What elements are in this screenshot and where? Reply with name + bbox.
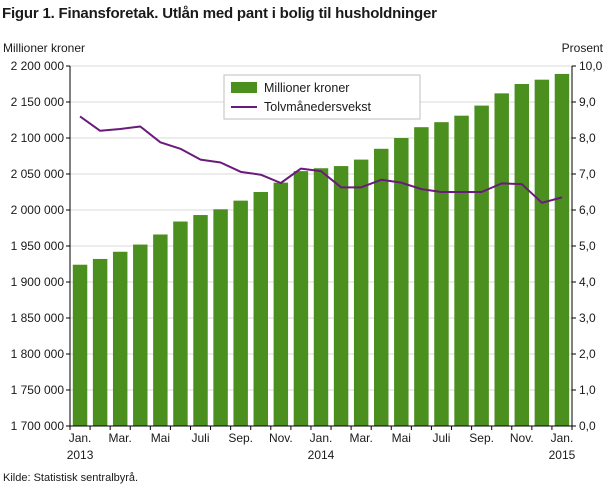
right-tick-label: 9,0: [579, 95, 596, 109]
bar: [133, 244, 148, 426]
right-tick-label: 2,0: [579, 347, 596, 361]
left-tick-label: 1 800 000: [11, 347, 65, 361]
bar: [394, 138, 409, 426]
x-tick-label: Mai: [392, 431, 411, 445]
x-tick-label: Jan.: [310, 431, 333, 445]
x-tick-label: Jan.: [69, 431, 92, 445]
bar: [474, 105, 489, 426]
chart-title: Figur 1. Finansforetak. Utlån med pant i…: [2, 5, 437, 22]
left-tick-label: 2 100 000: [11, 131, 65, 145]
left-axis-unit-label: Millioner kroner: [3, 41, 86, 55]
bar: [313, 168, 329, 427]
legend-swatch-bars: [231, 82, 257, 93]
left-tick-label: 2 050 000: [11, 167, 65, 181]
bar: [153, 234, 168, 426]
bar: [554, 73, 570, 427]
right-tick-label: 8,0: [579, 131, 596, 145]
bar: [353, 159, 369, 426]
right-axis-unit-label: Prosent: [561, 41, 603, 55]
bar: [253, 192, 268, 426]
x-tick-label: Mai: [151, 431, 170, 445]
left-tick-label: 1 750 000: [11, 383, 65, 397]
year-label: 2015: [549, 448, 576, 462]
bar: [72, 264, 88, 426]
bar: [233, 200, 248, 426]
bar: [534, 79, 550, 427]
x-tick-label: Sep.: [469, 431, 494, 445]
x-tick-label: Nov.: [510, 431, 534, 445]
bar: [514, 84, 530, 426]
bar: [374, 148, 389, 427]
x-tick-label: Jan.: [551, 431, 574, 445]
x-tick-label: Nov.: [269, 431, 293, 445]
bar: [193, 215, 208, 426]
left-tick-label: 2 150 000: [11, 95, 65, 109]
bar: [414, 127, 429, 426]
right-tick-label: 5,0: [579, 239, 596, 253]
left-tick-label: 2 000 000: [11, 203, 65, 217]
left-tick-label: 1 950 000: [11, 239, 65, 253]
right-tick-label: 4,0: [579, 275, 596, 289]
bar: [273, 182, 289, 426]
x-tick-label: Juli: [432, 431, 450, 445]
legend-label-line: Tolvmånedersvekst: [264, 100, 372, 114]
right-tick-label: 3,0: [579, 311, 596, 325]
right-tick-label: 0,0: [579, 419, 596, 433]
right-tick-label: 7,0: [579, 167, 596, 181]
bar: [454, 115, 469, 427]
year-label: 2014: [308, 448, 335, 462]
x-tick-label: Mar.: [349, 431, 372, 445]
bar: [333, 166, 349, 426]
right-tick-label: 6,0: [579, 203, 596, 217]
left-tick-label: 1 850 000: [11, 311, 65, 325]
bar: [112, 251, 128, 426]
legend-label-bars: Millioner kroner: [264, 81, 349, 95]
left-tick-label: 2 200 000: [11, 59, 65, 73]
year-label: 2013: [67, 448, 94, 462]
x-tick-label: Mar.: [109, 431, 132, 445]
left-tick-label: 1 900 000: [11, 275, 65, 289]
left-tick-label: 1 700 000: [11, 419, 65, 433]
right-tick-label: 1,0: [579, 383, 596, 397]
source-note: Kilde: Statistisk sentralbyrå.: [3, 472, 139, 484]
bar: [213, 209, 228, 426]
bar: [494, 93, 509, 427]
growth-line: [79, 115, 563, 204]
bar: [173, 221, 188, 426]
x-tick-label: Sep.: [228, 431, 253, 445]
x-tick-label: Juli: [192, 431, 210, 445]
right-tick-label: 10,0: [579, 59, 603, 73]
bar: [434, 122, 449, 426]
bar: [293, 171, 309, 426]
bar: [92, 258, 108, 426]
